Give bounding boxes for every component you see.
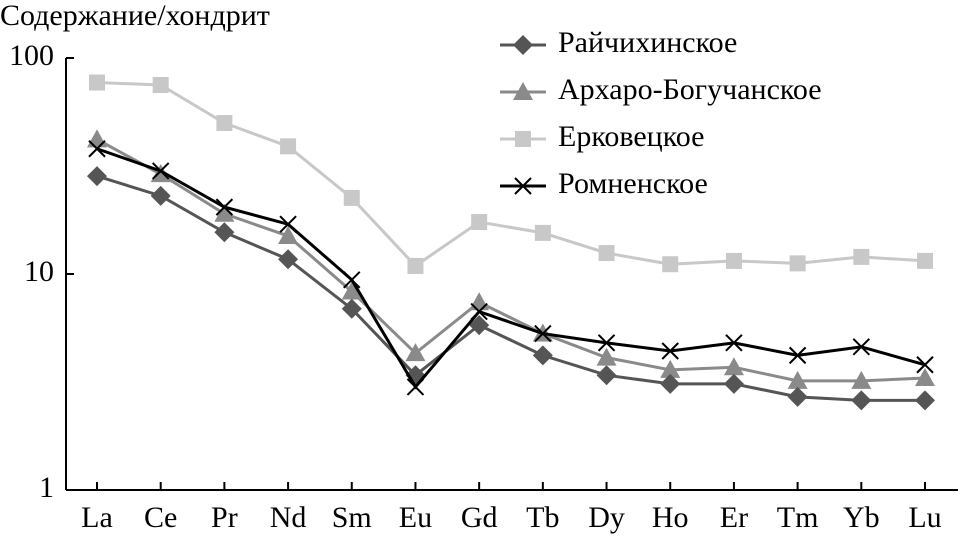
data-point (216, 115, 233, 132)
x-tick-label: Eu (399, 501, 432, 534)
data-point (150, 185, 171, 206)
data-point (915, 368, 935, 387)
y-tick-label: 10 (24, 255, 54, 288)
data-point (405, 343, 426, 362)
legend-label: Ромненское (558, 167, 708, 200)
data-point (660, 359, 681, 378)
data-point (341, 298, 362, 319)
data-point (596, 365, 617, 386)
data-point (341, 281, 362, 300)
data-point (853, 248, 870, 265)
series-line (96, 81, 926, 268)
x-tick-label: Ho (652, 501, 689, 534)
data-point (660, 373, 681, 394)
legend-marker (513, 82, 533, 100)
legend-marker (515, 131, 531, 147)
data-point (343, 189, 360, 206)
series-line (96, 147, 926, 390)
y-axis-label: Содержание/хондрит (0, 0, 270, 32)
data-point (470, 302, 488, 321)
data-point (596, 347, 617, 366)
legend-marker (514, 177, 532, 195)
x-tick-label: Gd (461, 501, 498, 534)
data-point (916, 356, 934, 374)
data-point (723, 373, 744, 394)
data-point (407, 257, 424, 274)
data-point (787, 386, 808, 407)
x-tick-label: Yb (843, 501, 880, 534)
data-point (661, 342, 679, 360)
x-tick-label: Sm (332, 501, 372, 534)
y-tick-label: 1 (39, 471, 54, 504)
data-point (534, 224, 551, 241)
data-point (280, 138, 297, 155)
data-point (215, 198, 234, 216)
data-point (851, 370, 872, 389)
data-point (662, 256, 679, 273)
x-tick-label: Tm (777, 501, 819, 534)
data-point (597, 334, 616, 352)
data-point (789, 255, 806, 272)
data-point (343, 271, 361, 289)
data-point (787, 370, 808, 389)
x-tick-label: Er (720, 501, 748, 534)
x-tick-label: Lu (908, 501, 941, 534)
data-point (152, 76, 169, 93)
data-point (88, 140, 106, 158)
data-point (471, 214, 488, 231)
data-point (851, 390, 872, 411)
data-point (87, 129, 107, 148)
data-point (279, 215, 297, 233)
data-point (406, 378, 425, 396)
data-point (278, 249, 299, 270)
data-point (725, 334, 743, 352)
x-tick-label: Tb (526, 501, 559, 534)
data-point (532, 345, 553, 366)
data-point (151, 162, 170, 180)
data-point (469, 315, 490, 336)
series-line (96, 174, 925, 402)
legend-label: Ерковецкое (558, 120, 704, 153)
data-point (469, 292, 490, 311)
legend-marker (513, 35, 533, 55)
data-point (598, 245, 615, 262)
x-tick-label: La (81, 501, 113, 534)
x-tick-label: Pr (211, 501, 238, 534)
data-point (87, 166, 107, 187)
series-line (96, 138, 926, 383)
data-point (89, 74, 105, 91)
x-tick-label: Nd (270, 501, 307, 534)
legend-label: Райчихинское (558, 26, 737, 59)
y-tick-label: 100 (9, 39, 54, 72)
data-point (723, 357, 744, 376)
data-point (725, 252, 742, 269)
data-point (214, 222, 235, 243)
data-point (852, 338, 871, 356)
data-point (788, 346, 807, 365)
legend-label: Архаро-Богучанское (558, 73, 822, 106)
data-point (150, 164, 171, 183)
x-tick-label: Dy (588, 501, 625, 534)
data-point (278, 225, 299, 244)
x-tick-label: Ce (144, 501, 177, 534)
data-point (917, 252, 933, 269)
data-point (534, 324, 552, 343)
data-point (214, 203, 235, 222)
data-point (915, 390, 935, 411)
